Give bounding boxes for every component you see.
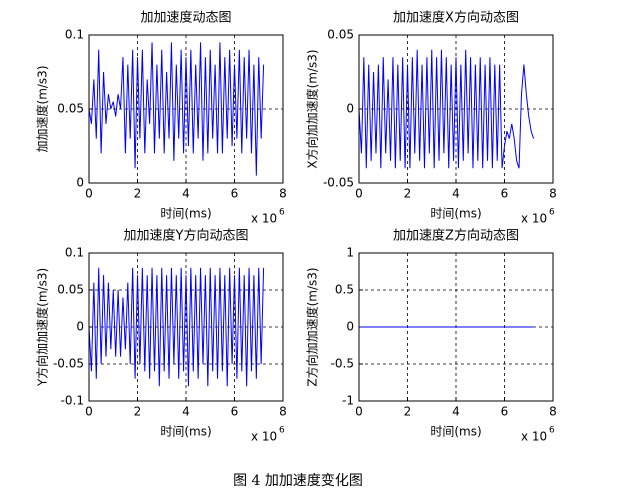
x-scale-label: x 10 — [251, 212, 277, 226]
x-scale-power: 6 — [279, 208, 285, 218]
y-tick-label: 0.1 — [65, 246, 84, 260]
y-axis-label: 加加速度(m/s3) — [35, 66, 50, 153]
x-tick-label: 0 — [355, 405, 363, 419]
y-tick-label: 0 — [76, 176, 84, 190]
y-tick-label: -0.1 — [61, 394, 84, 408]
x-tick-label: 2 — [404, 187, 412, 201]
x-tick-label: 8 — [549, 405, 557, 419]
caption: 图 4 加加速度变化图 — [233, 473, 363, 489]
chart-title: 加加速度动态图 — [140, 10, 231, 26]
y-axis-label: Y方向加加速度(m/s3) — [35, 268, 50, 387]
chart-title: 加加速度X方向动态图 — [393, 10, 519, 26]
y-axis-label: X方向加加速度(m/s3) — [305, 49, 320, 168]
y-tick-label: 0 — [76, 320, 84, 334]
data-line — [88, 267, 265, 387]
data-line — [88, 42, 265, 176]
x-tick-label: 4 — [452, 187, 460, 201]
y-tick-label: 0 — [346, 320, 354, 334]
data-line — [358, 49, 535, 169]
x-tick-label: 6 — [501, 187, 509, 201]
x-tick-label: 0 — [355, 187, 363, 201]
x-scale-label: x 10 — [521, 430, 547, 444]
axes-box — [88, 34, 284, 184]
x-scale-label: x 10 — [251, 430, 277, 444]
x-tick-label: 8 — [279, 405, 287, 419]
x-axis-label: 时间(ms) — [430, 207, 481, 221]
y-tick-label: 0.5 — [335, 283, 354, 297]
chart-title: 加加速度Y方向动态图 — [124, 228, 249, 244]
y-tick-label: 0 — [346, 102, 354, 116]
y-tick-label: 0.05 — [327, 28, 354, 42]
x-tick-label: 2 — [404, 405, 412, 419]
x-tick-label: 4 — [182, 187, 190, 201]
y-axis-label: Z方向加加速度(m/s3) — [305, 267, 320, 386]
chart-title: 加加速度Z方向动态图 — [393, 228, 519, 244]
y-tick-label: 0.1 — [65, 28, 84, 42]
y-tick-label: -1 — [342, 394, 354, 408]
y-tick-label: 0.05 — [57, 283, 84, 297]
x-tick-label: 2 — [134, 187, 142, 201]
x-axis-label: 时间(ms) — [430, 425, 481, 439]
axes-box — [358, 252, 554, 402]
x-axis-label: 时间(ms) — [160, 425, 211, 439]
x-scale-label: x 10 — [521, 212, 547, 226]
y-tick-label: -0.05 — [323, 176, 354, 190]
x-scale-power: 6 — [549, 208, 555, 218]
x-axis-label: 时间(ms) — [160, 207, 211, 221]
x-tick-label: 8 — [549, 187, 557, 201]
x-tick-label: 2 — [134, 405, 142, 419]
x-scale-power: 6 — [549, 426, 555, 436]
x-tick-label: 8 — [279, 187, 287, 201]
axes-box — [88, 252, 284, 402]
x-tick-label: 4 — [182, 405, 190, 419]
x-tick-label: 0 — [85, 187, 93, 201]
y-tick-label: -0.05 — [53, 357, 84, 371]
x-tick-label: 4 — [452, 405, 460, 419]
x-tick-label: 6 — [231, 405, 239, 419]
y-tick-label: 1 — [346, 246, 354, 260]
y-tick-label: -0.5 — [331, 357, 354, 371]
x-tick-label: 0 — [85, 405, 93, 419]
y-tick-label: 0.05 — [57, 102, 84, 116]
x-tick-label: 6 — [231, 187, 239, 201]
axes-box — [358, 34, 554, 184]
x-tick-label: 6 — [501, 405, 509, 419]
x-scale-power: 6 — [279, 426, 285, 436]
